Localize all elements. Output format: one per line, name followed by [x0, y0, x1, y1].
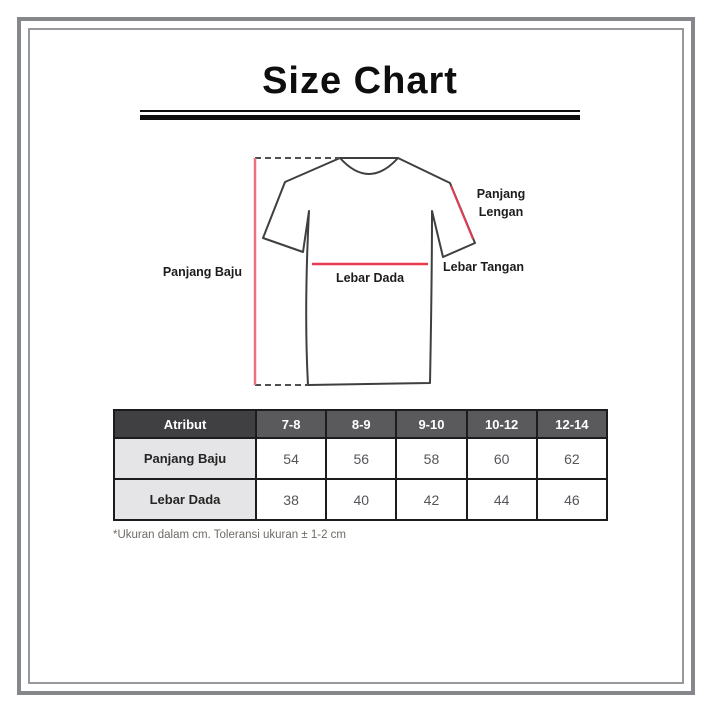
cell-value: 38 — [254, 478, 328, 521]
sleeve-length-label: Panjang Lengan — [476, 187, 526, 219]
body-length-label: Panjang Baju — [162, 265, 242, 279]
tshirt-size-diagram: Panjang Baju Lebar Dada Panjang Lengan L… — [150, 140, 590, 405]
divider-thick-line — [140, 115, 580, 120]
row-label-panjang-baju: Panjang Baju — [113, 437, 257, 480]
table-header-size-7-8: 7-8 — [254, 409, 328, 439]
outer-frame-border — [17, 17, 695, 695]
arm-width-label: Lebar Tangan — [443, 260, 525, 274]
tshirt-diagram-svg — [253, 157, 476, 386]
page-title: Size Chart — [262, 60, 458, 102]
chest-width-label: Lebar Dada — [335, 271, 405, 285]
cell-value: 60 — [465, 437, 538, 480]
cell-value: 42 — [395, 478, 468, 521]
title-divider — [140, 110, 580, 120]
collar-curve — [339, 157, 399, 175]
table-header-size-8-9: 8-9 — [325, 409, 398, 439]
divider-thin-line — [140, 110, 580, 112]
tshirt-outline — [262, 157, 476, 386]
cell-value: 44 — [465, 478, 538, 521]
size-tolerance-footnote: *Ukuran dalam cm. Toleransi ukuran ± 1-2… — [113, 529, 346, 541]
row-label-lebar-dada: Lebar Dada — [113, 478, 257, 521]
table-header-atribut: Atribut — [113, 409, 257, 439]
size-table-header-row: Atribut 7-8 8-9 9-10 10-12 12-14 — [113, 409, 609, 439]
table-header-size-12-14: 12-14 — [535, 409, 609, 439]
table-row-lebar-dada: Lebar Dada 38 40 42 44 46 — [113, 478, 609, 521]
cell-value: 62 — [535, 437, 609, 480]
table-row-panjang-baju: Panjang Baju 54 56 58 60 62 — [113, 437, 609, 480]
table-header-size-9-10: 9-10 — [395, 409, 468, 439]
cell-value: 56 — [325, 437, 398, 480]
cell-value: 46 — [535, 478, 609, 521]
sleeve-length-measure-line — [450, 185, 474, 240]
table-header-size-10-12: 10-12 — [465, 409, 538, 439]
cell-value: 40 — [325, 478, 398, 521]
cell-value: 58 — [395, 437, 468, 480]
inner-frame-border — [28, 28, 684, 684]
size-table: Atribut 7-8 8-9 9-10 10-12 12-14 Panjang… — [113, 409, 609, 521]
cell-value: 54 — [254, 437, 328, 480]
